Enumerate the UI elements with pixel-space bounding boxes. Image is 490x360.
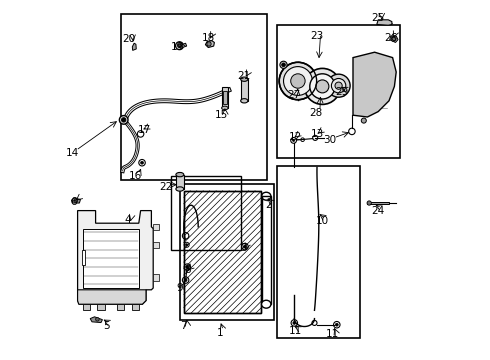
Ellipse shape bbox=[176, 187, 184, 191]
Text: 2: 2 bbox=[265, 200, 272, 210]
Polygon shape bbox=[377, 20, 392, 25]
Text: 28: 28 bbox=[310, 108, 323, 118]
Bar bbox=[184, 191, 261, 313]
Polygon shape bbox=[117, 304, 124, 310]
Polygon shape bbox=[98, 304, 104, 310]
Circle shape bbox=[207, 42, 211, 46]
Circle shape bbox=[293, 139, 294, 141]
Ellipse shape bbox=[262, 300, 271, 308]
Bar bbox=[221, 87, 228, 108]
Bar bbox=[222, 91, 227, 104]
Polygon shape bbox=[390, 36, 398, 42]
Text: 10: 10 bbox=[316, 216, 329, 226]
Bar bbox=[83, 229, 139, 288]
Text: 1: 1 bbox=[217, 328, 223, 338]
Circle shape bbox=[184, 279, 187, 282]
Text: 14: 14 bbox=[66, 148, 79, 158]
Circle shape bbox=[244, 245, 246, 248]
Circle shape bbox=[186, 266, 189, 269]
Text: 17: 17 bbox=[138, 125, 151, 135]
Polygon shape bbox=[132, 304, 139, 310]
Ellipse shape bbox=[241, 99, 248, 103]
Text: 15: 15 bbox=[215, 110, 228, 120]
Text: 27: 27 bbox=[287, 90, 300, 100]
Circle shape bbox=[316, 80, 329, 93]
Text: 19: 19 bbox=[171, 42, 184, 52]
Bar bbox=[81, 250, 85, 265]
Text: 12: 12 bbox=[289, 132, 302, 142]
Text: 11: 11 bbox=[325, 329, 339, 339]
Polygon shape bbox=[72, 198, 80, 203]
Text: 6: 6 bbox=[71, 197, 77, 207]
Circle shape bbox=[335, 323, 338, 326]
Circle shape bbox=[279, 62, 317, 100]
Circle shape bbox=[361, 118, 367, 123]
Bar bbox=[184, 191, 261, 313]
Text: 20: 20 bbox=[122, 33, 136, 44]
Text: 21: 21 bbox=[238, 71, 251, 81]
Circle shape bbox=[331, 78, 346, 93]
Circle shape bbox=[335, 82, 342, 89]
Text: 23: 23 bbox=[310, 31, 323, 41]
Text: 3: 3 bbox=[240, 243, 246, 253]
Text: 24: 24 bbox=[371, 206, 385, 216]
Bar bbox=[153, 224, 159, 230]
Text: 8: 8 bbox=[184, 265, 191, 275]
Circle shape bbox=[74, 199, 77, 203]
Ellipse shape bbox=[241, 77, 248, 81]
Polygon shape bbox=[90, 317, 102, 323]
Circle shape bbox=[341, 81, 344, 85]
Text: 4: 4 bbox=[124, 215, 131, 225]
Text: 5: 5 bbox=[103, 321, 110, 331]
Circle shape bbox=[178, 44, 181, 48]
Polygon shape bbox=[83, 304, 90, 310]
Text: 9: 9 bbox=[176, 283, 183, 293]
Bar bbox=[241, 79, 248, 101]
Bar bbox=[262, 196, 271, 304]
Text: 25: 25 bbox=[371, 13, 385, 23]
Circle shape bbox=[291, 74, 305, 88]
Circle shape bbox=[310, 74, 335, 99]
Circle shape bbox=[304, 68, 341, 104]
Text: 11: 11 bbox=[289, 326, 302, 336]
Circle shape bbox=[293, 321, 296, 324]
Circle shape bbox=[341, 92, 343, 95]
Circle shape bbox=[367, 201, 371, 205]
Polygon shape bbox=[205, 41, 215, 48]
Circle shape bbox=[120, 116, 128, 124]
Ellipse shape bbox=[176, 172, 184, 177]
Polygon shape bbox=[77, 211, 153, 304]
Text: 22: 22 bbox=[159, 182, 172, 192]
Circle shape bbox=[141, 161, 144, 164]
Text: 16: 16 bbox=[128, 171, 142, 181]
Text: 30: 30 bbox=[323, 135, 337, 145]
Polygon shape bbox=[182, 43, 187, 48]
Bar bbox=[153, 242, 159, 248]
Circle shape bbox=[391, 37, 395, 41]
Circle shape bbox=[282, 63, 285, 67]
Circle shape bbox=[327, 74, 350, 97]
Circle shape bbox=[284, 67, 312, 95]
Text: 29: 29 bbox=[336, 87, 349, 97]
Bar bbox=[176, 175, 184, 189]
Bar bbox=[153, 274, 159, 281]
Bar bbox=[184, 191, 261, 313]
Text: 7: 7 bbox=[180, 321, 187, 331]
Polygon shape bbox=[132, 43, 136, 50]
Polygon shape bbox=[353, 52, 396, 117]
Text: 18: 18 bbox=[202, 33, 215, 43]
Ellipse shape bbox=[221, 106, 228, 110]
Circle shape bbox=[280, 61, 287, 68]
Circle shape bbox=[96, 318, 99, 321]
Text: 13: 13 bbox=[310, 129, 323, 139]
Circle shape bbox=[122, 118, 126, 122]
Polygon shape bbox=[77, 290, 146, 304]
Circle shape bbox=[186, 244, 188, 246]
Text: 26: 26 bbox=[384, 33, 397, 43]
Polygon shape bbox=[368, 202, 389, 204]
Circle shape bbox=[175, 42, 183, 50]
